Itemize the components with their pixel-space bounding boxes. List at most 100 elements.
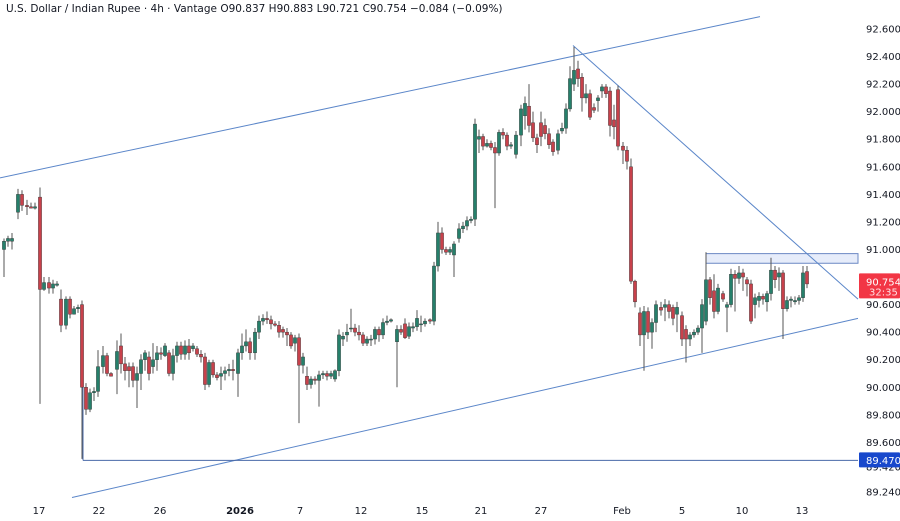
candle [725, 301, 729, 333]
candle [407, 322, 411, 340]
candle [25, 199, 29, 216]
candle-body [25, 205, 29, 207]
lower-channel-line[interactable] [71, 317, 859, 499]
candle-body [159, 352, 163, 355]
candle [501, 128, 505, 140]
price-tick-label: 91.600 [866, 162, 900, 173]
candle [55, 281, 59, 287]
candle-body [638, 312, 642, 336]
candle-body [696, 327, 700, 333]
candle-body [261, 318, 265, 322]
candle [248, 337, 252, 360]
candle [580, 73, 584, 112]
candle-body [712, 290, 716, 312]
candle [716, 283, 720, 315]
price-tick-label: 89.420 [866, 463, 900, 474]
candle-body [596, 97, 600, 101]
candle [797, 294, 801, 305]
candle-body [305, 376, 309, 385]
candle [207, 359, 211, 388]
candle [403, 318, 407, 340]
time-tick-label: 5 [679, 506, 685, 517]
candle-body [16, 194, 20, 213]
candle [596, 95, 600, 112]
candle [171, 348, 175, 381]
candle [159, 347, 163, 360]
candle-body [765, 293, 769, 303]
candle-body [341, 336, 345, 340]
candle-body [465, 220, 469, 227]
candle-body [29, 206, 33, 209]
candle-body [675, 307, 679, 315]
candle [42, 277, 46, 291]
candle-body [428, 319, 432, 322]
candle [793, 296, 797, 305]
candle [469, 216, 473, 224]
candle [448, 246, 452, 255]
candle-body [369, 338, 373, 341]
candle [572, 46, 576, 92]
candle [101, 345, 105, 374]
candle [76, 304, 80, 313]
candle-body [580, 77, 584, 99]
candle [163, 343, 167, 357]
candle [531, 111, 535, 142]
candle [329, 370, 333, 380]
candle-body [6, 238, 10, 242]
price-tick-label: 90.000 [866, 383, 900, 394]
candle [119, 333, 123, 374]
candle [20, 190, 24, 211]
candle [576, 60, 580, 87]
upper-channel-line[interactable] [0, 16, 761, 179]
level-price-tag [859, 452, 900, 468]
time-tick-label: 12 [355, 506, 368, 517]
candle-body [560, 128, 564, 132]
candle-body [633, 280, 637, 303]
candle [223, 366, 227, 381]
candle [395, 325, 399, 388]
resistance-zone-box[interactable] [705, 253, 859, 264]
candle-body [293, 337, 297, 344]
price-tick-label: 92.400 [866, 52, 900, 63]
candle [361, 332, 365, 346]
candle-body [785, 300, 789, 309]
candle [428, 318, 432, 324]
candle-body [227, 369, 231, 371]
candle [6, 235, 10, 247]
candle-body [789, 298, 793, 301]
candle-body [576, 68, 580, 79]
candle-body [473, 123, 477, 220]
candle-body [584, 93, 588, 99]
candle [604, 84, 608, 98]
candle [769, 257, 773, 301]
candle-body [419, 323, 423, 326]
candle [377, 326, 381, 342]
candle [317, 370, 321, 407]
candle-body [191, 345, 195, 349]
candle [261, 314, 265, 326]
candle-body [523, 103, 527, 117]
candle [805, 266, 809, 289]
candle-body [680, 315, 684, 340]
candle [663, 299, 667, 322]
candle [535, 133, 539, 154]
candle-body [625, 150, 629, 162]
candle [608, 86, 612, 137]
trendlines[interactable] [0, 16, 859, 499]
time-axis[interactable]: 17 22 26 2026 7 12 15 21 27 Feb 5 10 13 [33, 506, 809, 517]
candle [539, 111, 543, 147]
candle-body [659, 307, 663, 311]
time-tick-label: 15 [416, 506, 429, 517]
candle-body [345, 331, 349, 336]
candle [2, 238, 6, 278]
candle [211, 359, 215, 378]
candle-body [253, 331, 257, 354]
candle-body [84, 387, 88, 410]
candle [341, 332, 345, 346]
descending-trendline[interactable] [572, 45, 859, 300]
candle-body [329, 373, 333, 377]
candle-body [608, 90, 612, 126]
candle-body [349, 327, 353, 330]
